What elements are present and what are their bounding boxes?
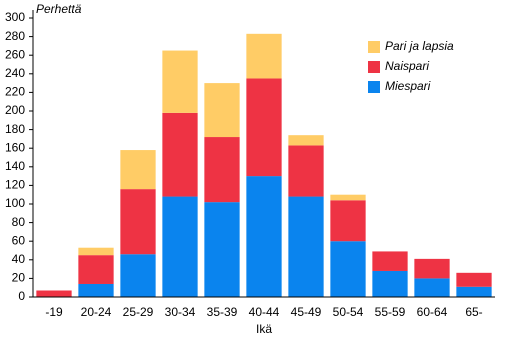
- y-tick-label: 100: [5, 196, 25, 210]
- y-tick-label: 160: [5, 140, 25, 154]
- bar-segment: [36, 290, 72, 297]
- bar-segment: [162, 50, 198, 113]
- legend-swatch: [368, 81, 380, 93]
- bar-segment: [78, 283, 114, 297]
- y-tick-label: 260: [5, 47, 25, 61]
- legend-label: Pari ja lapsia: [385, 39, 454, 53]
- bar-segment: [246, 176, 282, 297]
- bar-segment: [288, 135, 324, 146]
- bar-segment: [246, 33, 282, 79]
- y-tick-label: 20: [12, 271, 26, 285]
- y-tick-label: 60: [12, 233, 26, 247]
- x-tick-label: 35-39: [207, 305, 238, 319]
- bar-segment: [120, 254, 156, 297]
- bar-segment: [456, 272, 492, 287]
- y-tick-label: 220: [5, 85, 25, 99]
- x-tick-label: 50-54: [333, 305, 364, 319]
- legend-label: Naispari: [385, 59, 429, 73]
- bar-segment: [162, 196, 198, 297]
- bar-segment: [120, 189, 156, 255]
- bar-segment: [414, 258, 450, 279]
- bar-segment: [204, 202, 240, 297]
- bar-segment: [204, 137, 240, 203]
- bar-segment: [414, 278, 450, 297]
- x-tick-label: 30-34: [165, 305, 196, 319]
- y-tick-label: 0: [18, 289, 25, 303]
- bar-segment: [288, 196, 324, 297]
- y-tick-label: 300: [5, 10, 25, 24]
- y-tick-label: 80: [12, 215, 26, 229]
- bar-segment: [330, 200, 366, 242]
- bar-segment: [78, 247, 114, 256]
- legend-swatch: [368, 61, 380, 73]
- x-tick-label: 40-44: [249, 305, 280, 319]
- legend-swatch: [368, 41, 380, 53]
- bar-segment: [288, 145, 324, 197]
- bar-segment: [204, 83, 240, 138]
- y-tick-label: 240: [5, 66, 25, 80]
- y-tick-label: 200: [5, 103, 25, 117]
- bar-segment: [120, 150, 156, 190]
- y-tick-label: 180: [5, 122, 25, 136]
- x-tick-label: 65-: [465, 305, 482, 319]
- x-axis-label: Ikä: [256, 322, 272, 336]
- bar-segment: [162, 112, 198, 197]
- bar-segment: [456, 286, 492, 297]
- legend-label: Miespari: [385, 79, 431, 93]
- bar-segment: [78, 255, 114, 284]
- y-tick-label: 40: [12, 252, 26, 266]
- bar-segment: [372, 270, 408, 297]
- bar-segment: [330, 241, 366, 297]
- x-tick-label: 45-49: [291, 305, 322, 319]
- bar-segment: [330, 194, 366, 201]
- bar-segment: [246, 78, 282, 177]
- x-tick-label: 60-64: [417, 305, 448, 319]
- y-tick-label: 120: [5, 178, 25, 192]
- y-axis-label: Perhettä: [36, 2, 82, 16]
- x-tick-label: -19: [45, 305, 63, 319]
- bar-segment: [372, 251, 408, 271]
- x-tick-label: 25-29: [123, 305, 154, 319]
- x-tick-label: 55-59: [375, 305, 406, 319]
- x-tick-label: 20-24: [81, 305, 112, 319]
- y-tick-label: 140: [5, 159, 25, 173]
- y-tick-label: 280: [5, 29, 25, 43]
